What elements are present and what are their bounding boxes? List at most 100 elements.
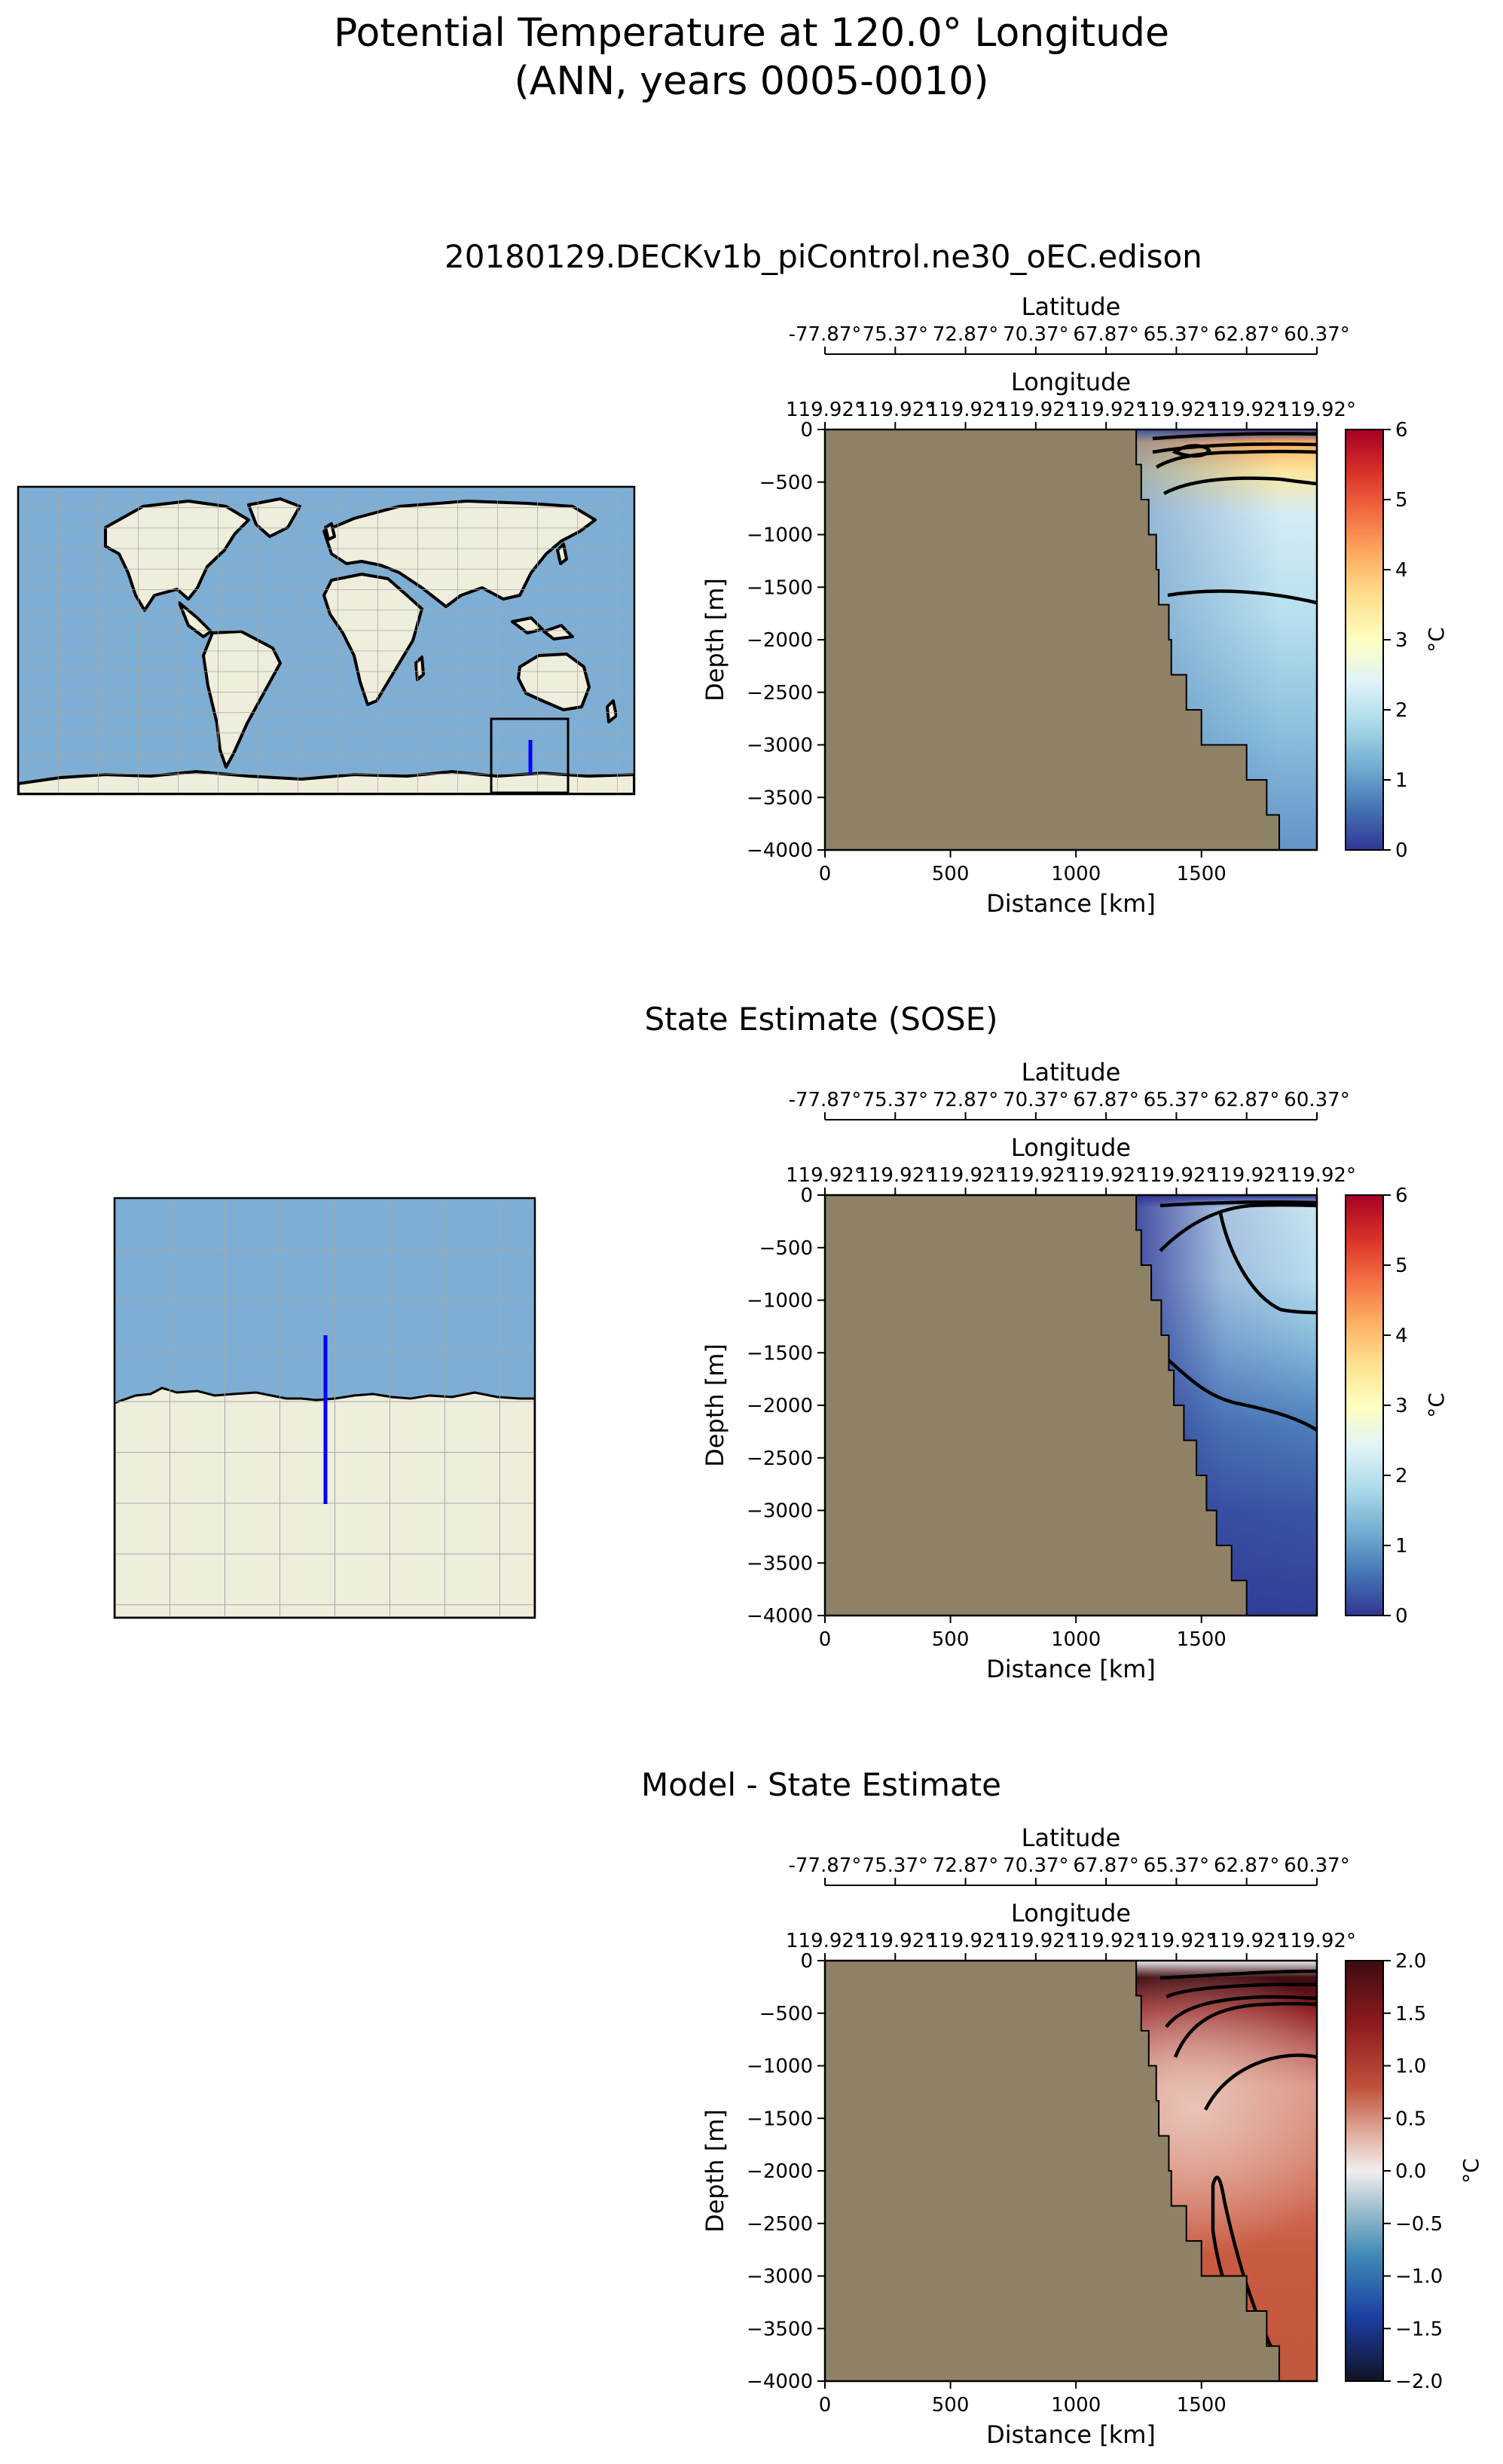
lat-tick-label: 72.87° (933, 1089, 998, 1111)
lon-tick-label: 119.92° (1208, 1930, 1286, 1952)
lat-tick-label: 72.87° (933, 1854, 998, 1877)
panel2-bathymetry (824, 1194, 1317, 1616)
lat-tick-label: 65.37° (1144, 323, 1209, 346)
x-tick-label: 1000 (1051, 2394, 1101, 2417)
lon-tick-label: 119.92° (1278, 1930, 1356, 1952)
colorbar-tick-label: −1.0 (1395, 2266, 1443, 2288)
y-tick-label: −2000 (747, 629, 813, 652)
y-tick-label: −2500 (747, 2213, 813, 2236)
figure-title-line2: (ANN, years 0005-0010) (514, 59, 989, 104)
lon-tick-label: 119.92° (927, 1164, 1005, 1187)
lat-tick-label: 67.87° (1073, 1854, 1138, 1877)
y-axis-label: Depth [m] (701, 578, 729, 702)
lon-tick-label: 119.92° (927, 399, 1005, 421)
x-tick-label: 500 (932, 863, 970, 885)
y-tick-label: −4000 (747, 839, 813, 862)
y-tick-label: −1000 (747, 524, 813, 547)
colorbar-tick-label: 4 (1395, 559, 1408, 582)
colorbar-tick-label: 3 (1395, 1395, 1408, 1417)
y-tick-label: −4000 (747, 1605, 813, 1628)
colorbar-label: °C (1424, 1392, 1449, 1418)
lon-tick-label: 119.92° (786, 1164, 864, 1187)
zoom-region-box (490, 717, 570, 794)
colorbar-tick-label: 0 (1395, 1605, 1408, 1628)
lat-tick-label: 62.87° (1214, 1854, 1279, 1877)
lon-tick-label: 119.92° (1208, 399, 1286, 421)
lat-tick-label: 60.37° (1284, 1089, 1349, 1111)
panel1-axes: 0 500 1000 1500 Distance [km] 0 −500 −1000 −1500… (701, 292, 1449, 918)
y-tick-label: 0 (800, 1950, 813, 1973)
panel2-contours (1159, 1200, 1318, 1432)
lat-tick-label: -77.87° (789, 1854, 862, 1877)
x-tick-label: 500 (932, 1628, 970, 1651)
lon-tick-label: 119.92° (997, 399, 1075, 421)
lat-tick-label: 62.87° (1214, 1089, 1279, 1111)
y-tick-label: −1500 (747, 1342, 813, 1365)
colorbar-tick-label: −0.5 (1395, 2213, 1443, 2236)
lon-axis-label: Longitude (1011, 368, 1131, 396)
y-tick-label: −500 (759, 472, 813, 494)
x-axis-label: Distance [km] (986, 889, 1156, 918)
panel1-colorbar (1345, 429, 1384, 851)
y-tick-label: −3500 (747, 787, 813, 809)
lat-tick-label: 75.37° (863, 1854, 928, 1877)
y-tick-label: −2500 (747, 682, 813, 705)
lon-tick-label: 119.92° (997, 1164, 1075, 1187)
lat-tick-label: 67.87° (1073, 323, 1138, 346)
colorbar-tick-label: 2 (1395, 1465, 1408, 1487)
panel2-title: State Estimate (SOSE) (644, 1001, 998, 1038)
panel3-axes: 0 500 1000 1500 Distance [km] 0 −500 −1000 −1500… (701, 1824, 1483, 2449)
lat-tick-label: 62.87° (1214, 323, 1279, 346)
lat-tick-label: 70.37° (1003, 323, 1068, 346)
x-tick-label: 1500 (1177, 863, 1227, 885)
global-map (18, 487, 634, 794)
colorbar-tick-label: 2.0 (1395, 1950, 1426, 1973)
lat-axis-label: Latitude (1022, 1058, 1121, 1087)
x-tick-label: 0 (819, 863, 832, 885)
colorbar-tick-label: 5 (1395, 489, 1408, 512)
lat-tick-label: 60.37° (1284, 1854, 1349, 1877)
colorbar-tick-label: 1 (1395, 1535, 1408, 1558)
x-tick-label: 1500 (1177, 1628, 1227, 1651)
lat-axis-label: Latitude (1022, 292, 1121, 321)
global-map-graticule (18, 487, 634, 794)
lon-axis-label: Longitude (1011, 1899, 1131, 1927)
colorbar-tick-label: 6 (1395, 419, 1408, 442)
zoom-map (115, 1198, 535, 1618)
lat-tick-label: 70.37° (1003, 1089, 1068, 1111)
panel1-bathymetry (824, 429, 1317, 851)
lat-tick-label: 70.37° (1003, 1854, 1068, 1877)
panel3-bathymetry (824, 1960, 1317, 2382)
colorbar-tick-label: 0 (1395, 839, 1408, 862)
x-tick-label: 1000 (1051, 1628, 1101, 1651)
colorbar-tick-label: 5 (1395, 1255, 1408, 1277)
lat-tick-label: 60.37° (1284, 323, 1349, 346)
panel2-axes: 0 500 1000 1500 Distance [km] 0 −500 −1000 −1500… (701, 1058, 1449, 1683)
lon-tick-label: 119.92° (1278, 1164, 1356, 1187)
lat-tick-label: 65.37° (1144, 1854, 1209, 1877)
panel1-contours (1152, 432, 1318, 605)
colorbar-tick-label: 6 (1395, 1185, 1408, 1207)
colorbar-tick-label: −2.0 (1395, 2371, 1443, 2393)
panel3-colorbar (1345, 1960, 1384, 2382)
y-tick-label: −1000 (747, 1290, 813, 1313)
colorbar-tick-label: 1 (1395, 769, 1408, 792)
y-tick-label: −2500 (747, 1448, 813, 1470)
y-tick-label: −3000 (747, 735, 813, 757)
y-tick-label: −2000 (747, 2160, 813, 2183)
colorbar-tick-label: 3 (1395, 629, 1408, 652)
lon-tick-label: 119.92° (1137, 1930, 1215, 1952)
x-tick-label: 500 (932, 2394, 970, 2417)
y-tick-label: −1500 (747, 576, 813, 599)
colorbar-tick-label: 4 (1395, 1325, 1408, 1347)
colorbar-label: °C (1424, 627, 1449, 653)
y-tick-label: −500 (759, 1237, 813, 1260)
lat-axis-label: Latitude (1022, 1824, 1121, 1852)
y-tick-label: 0 (800, 419, 813, 442)
lon-tick-label: 119.92° (997, 1930, 1075, 1952)
panel1-title: 20180129.DECKv1b_piControl.ne30_oEC.edis… (444, 238, 1202, 275)
y-tick-label: −1000 (747, 2056, 813, 2078)
lon-tick-label: 119.92° (856, 1164, 934, 1187)
lon-tick-label: 119.92° (856, 1930, 934, 1952)
